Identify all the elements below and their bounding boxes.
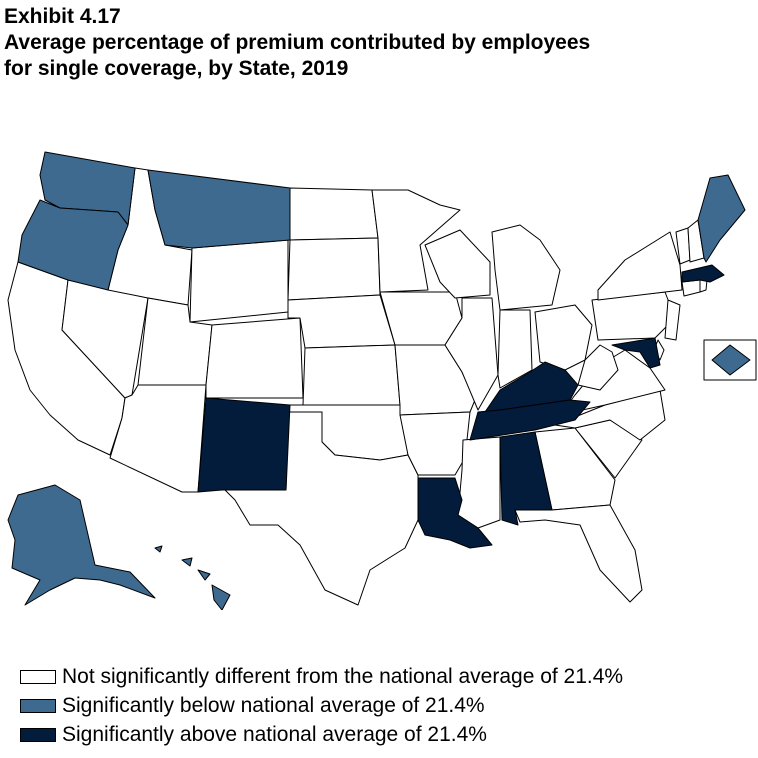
legend-item-above: Significantly above national average of … (20, 720, 623, 749)
state-WY (189, 239, 289, 323)
state-AK (7, 484, 156, 606)
state-RI (699, 279, 708, 293)
state-ND (289, 187, 379, 241)
title-line-1: Average percentage of premium contribute… (4, 31, 591, 54)
legend-label: Not significantly different from the nat… (62, 664, 624, 688)
legend-item-not-different: Not significantly different from the nat… (20, 662, 623, 691)
state-CT (681, 279, 701, 297)
state-MA (681, 264, 725, 283)
state-MS (457, 436, 501, 529)
state-AZ (109, 384, 207, 493)
state-MD (611, 337, 661, 369)
state-NJ (664, 299, 681, 341)
state-KS (302, 344, 401, 406)
state-AR (399, 411, 471, 476)
legend-label: Significantly below national average of … (62, 693, 485, 717)
state-LA (417, 477, 493, 549)
legend-swatch-white (20, 669, 56, 684)
state-NM (197, 397, 291, 493)
legend-item-below: Significantly below national average of … (20, 691, 623, 720)
state-IN (497, 309, 533, 389)
title-block: Exhibit 4.17 Average percentage of premi… (4, 4, 590, 82)
state-NE (287, 294, 396, 349)
legend-swatch-above (20, 727, 56, 742)
legend-swatch-below (20, 698, 56, 713)
us-state-map (7, 151, 757, 610)
exhibit-label: Exhibit 4.17 (4, 5, 121, 28)
state-OH (534, 304, 593, 371)
state-WI (424, 229, 491, 299)
state-DC (711, 344, 751, 376)
state-FL (514, 504, 643, 603)
state-IL (444, 297, 499, 411)
state-TX (224, 411, 419, 606)
state-HI (154, 545, 231, 610)
legend-label: Significantly above national average of … (62, 722, 487, 746)
state-OR (17, 199, 129, 291)
state-MT (147, 169, 291, 249)
state-MN (371, 189, 461, 293)
state-TN (469, 399, 591, 441)
state-SD (287, 237, 381, 301)
state-CO (205, 317, 304, 399)
state-NY (597, 231, 683, 301)
state-AL (499, 431, 553, 526)
legend: Not significantly different from the nat… (20, 662, 623, 749)
state-ME (697, 174, 746, 263)
state-MI (491, 224, 561, 311)
title-line-2: for single coverage, by State, 2019 (4, 57, 349, 80)
